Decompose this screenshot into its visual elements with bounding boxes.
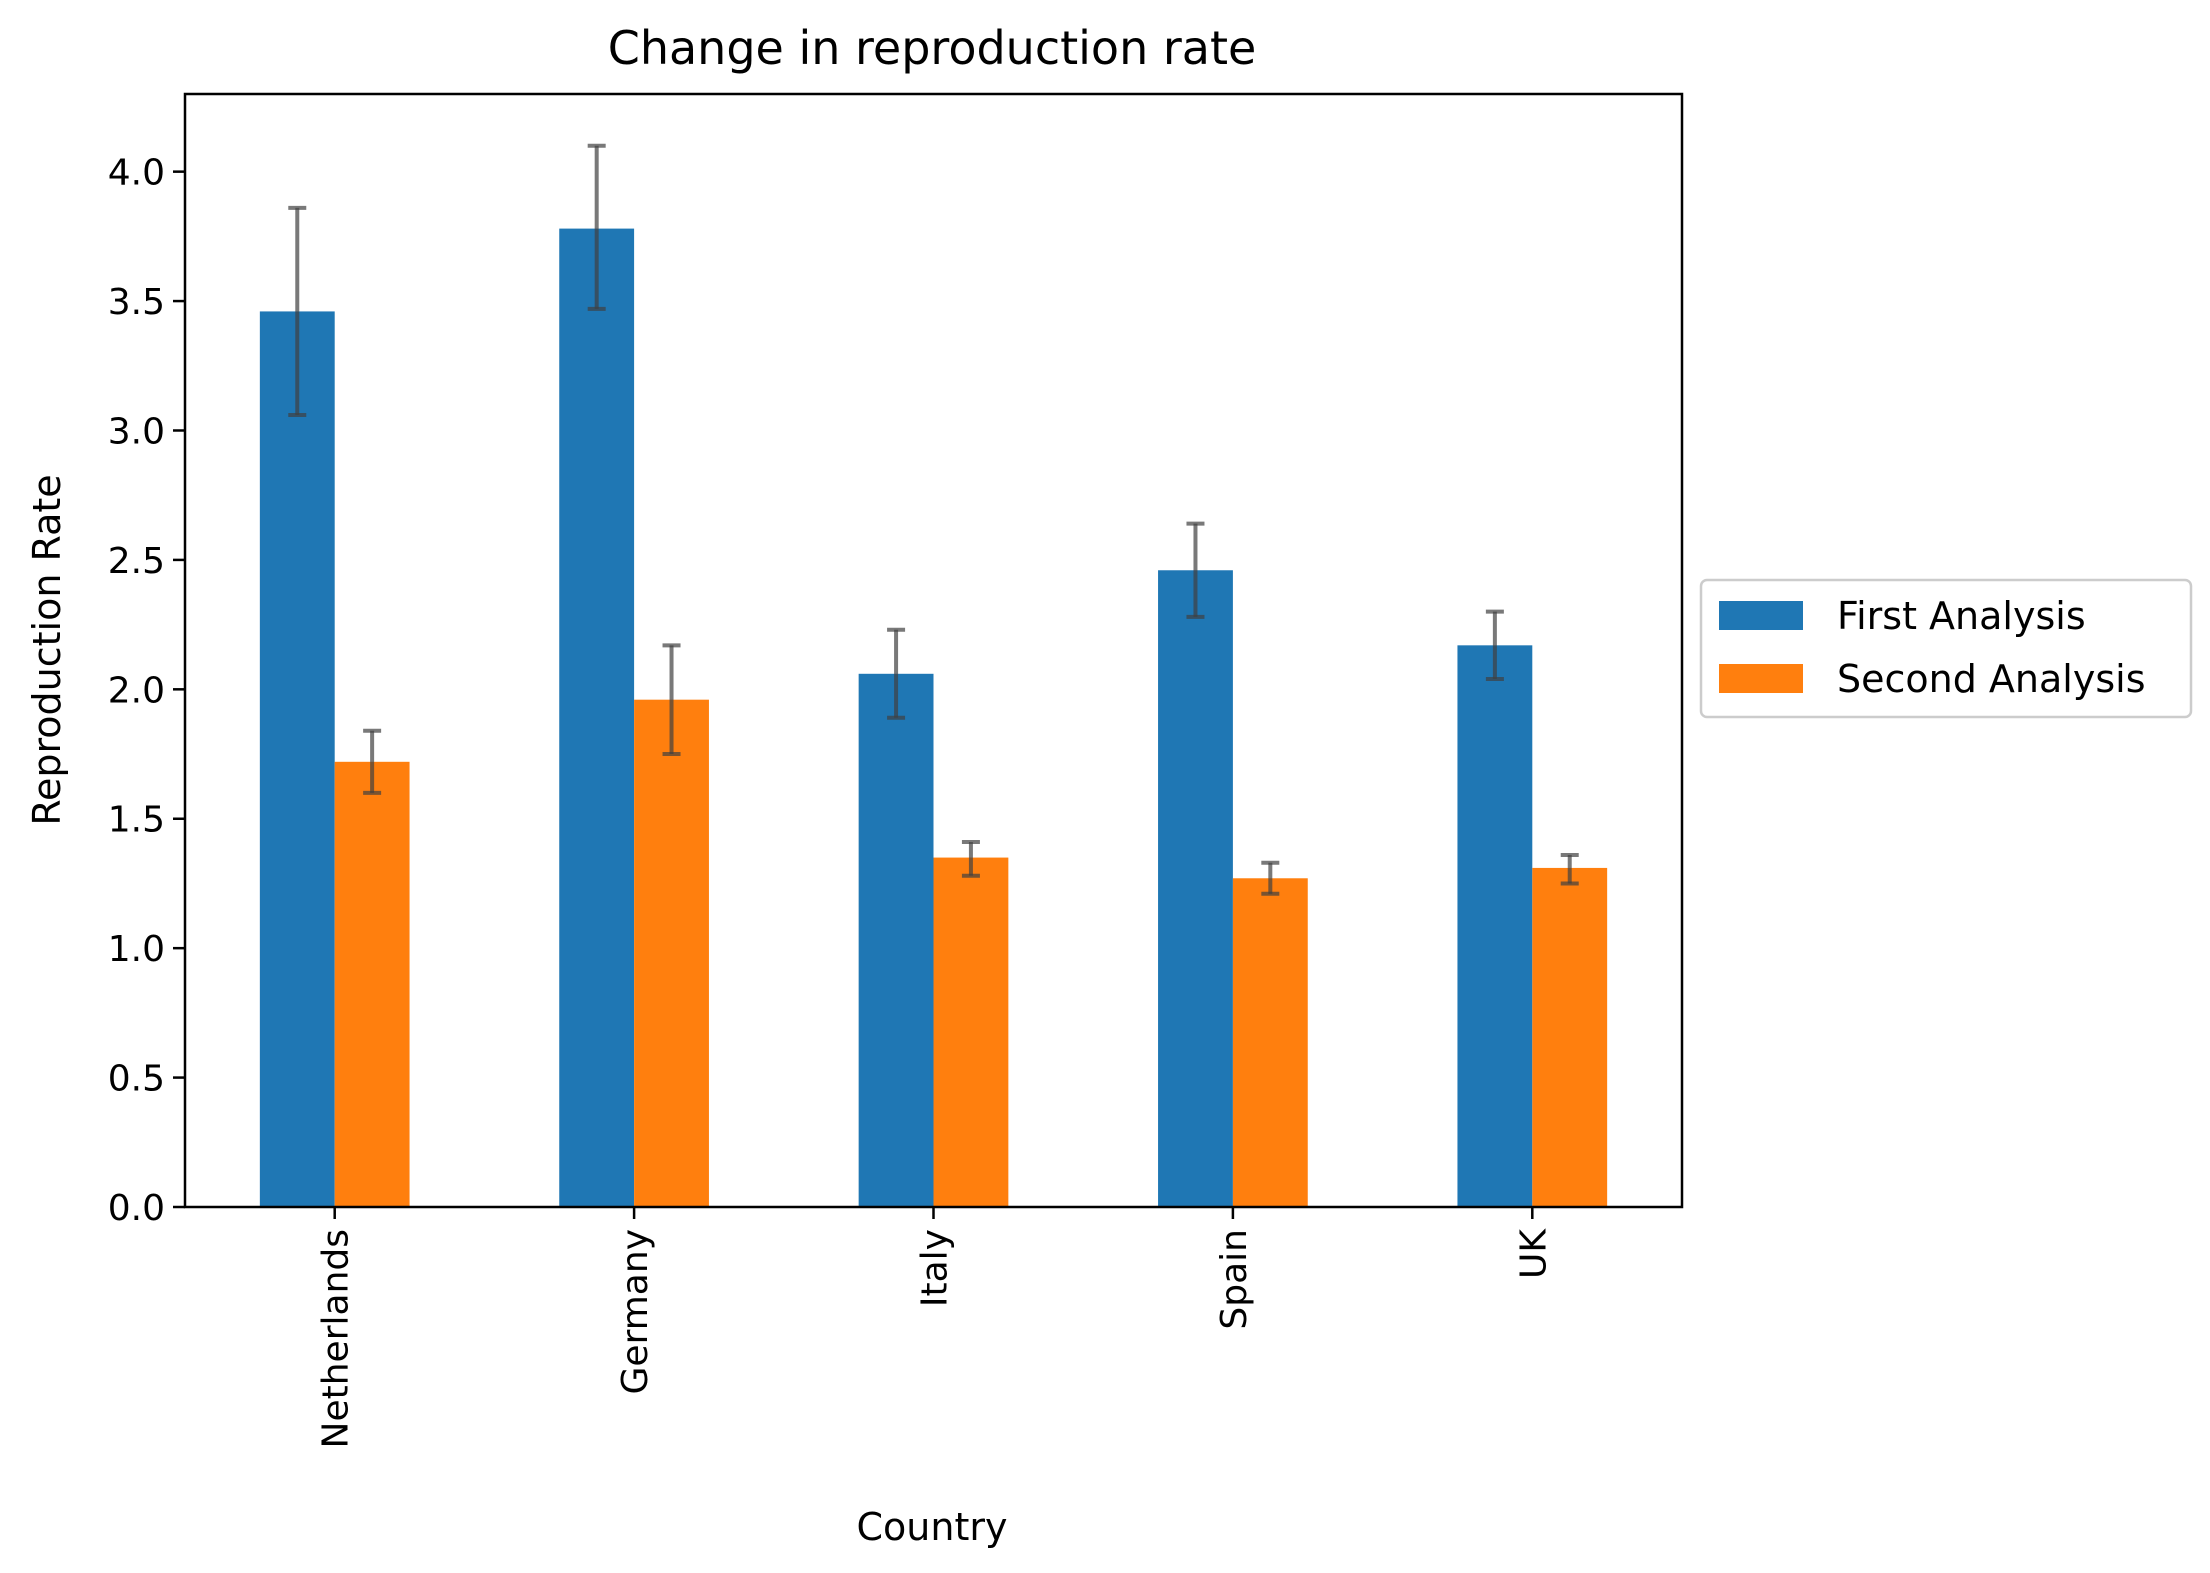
y-tick-label: 1.0	[108, 929, 165, 970]
bar-spain-second-analysis	[1232, 878, 1308, 1207]
bar-netherlands-second-analysis	[334, 761, 410, 1207]
y-tick-label: 2.0	[108, 670, 165, 711]
y-tick-label: 3.0	[108, 411, 165, 452]
y-tick-label: 0.5	[108, 1059, 165, 1100]
legend-swatch-first-analysis	[1719, 601, 1803, 630]
bar-uk-second-analysis	[1532, 867, 1608, 1207]
bar-italy-first-analysis	[858, 673, 934, 1207]
y-axis-label: Reproduction Rate	[25, 474, 69, 825]
legend-label-second-analysis: Second Analysis	[1837, 657, 2146, 701]
legend-frame	[1699, 578, 2193, 719]
bar-spain-first-analysis	[1158, 570, 1233, 1207]
legend-label-first-analysis: First Analysis	[1837, 594, 2086, 638]
chart-title: Change in reproduction rate	[608, 21, 1257, 75]
x-tick-label-italy: Italy	[915, 1229, 956, 1307]
plot-area: 0.0 0.5 1.0 1.5 2.0 2.5 3.0 3.5 4.0 Netherlands Ge…	[108, 143, 1608, 1448]
y-tick-label: 0.0	[108, 1188, 165, 1229]
bar-uk-first-analysis	[1457, 645, 1533, 1207]
bar-italy-second-analysis	[933, 857, 1009, 1207]
legend-swatch-second-analysis	[1719, 664, 1803, 693]
x-tick-label-germany: Germany	[615, 1229, 656, 1394]
x-tick-label-uk: UK	[1513, 1228, 1554, 1279]
y-tick-label: 1.5	[108, 800, 165, 841]
y-tick-label: 3.5	[108, 282, 165, 323]
bar-germany-first-analysis	[559, 228, 635, 1208]
bar-germany-second-analysis	[634, 699, 709, 1207]
x-tick-label-netherlands: Netherlands	[316, 1229, 357, 1448]
y-tick-label: 2.5	[108, 541, 165, 582]
x-axis-label: Country	[857, 1505, 1008, 1549]
x-tick-label-spain: Spain	[1214, 1229, 1255, 1330]
legend: First Analysis Second Analysis	[1699, 578, 2193, 719]
bar-netherlands-first-analysis	[259, 311, 335, 1208]
plot-frame	[183, 92, 1684, 1209]
y-tick-label: 4.0	[108, 153, 165, 194]
